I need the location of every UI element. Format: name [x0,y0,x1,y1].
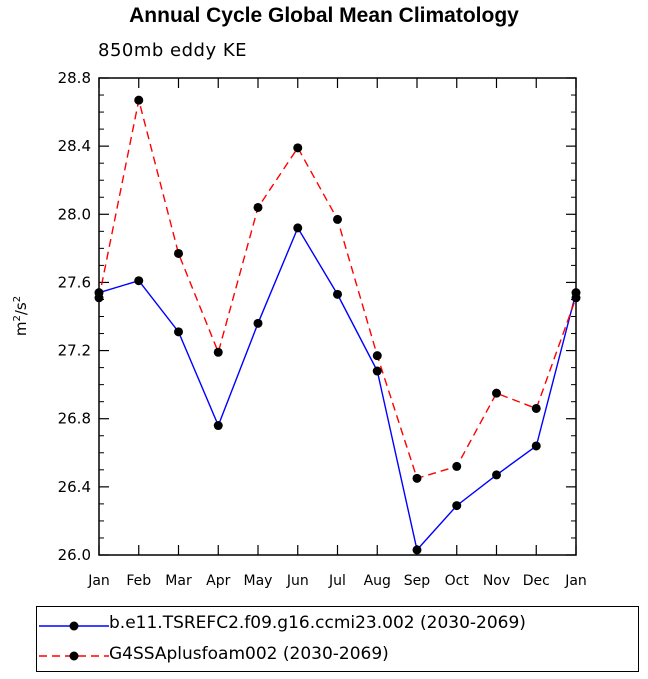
data-point-series-2 [253,202,263,212]
legend-swatch-series-1 [39,621,109,631]
y-tick-label: 26.4 [58,478,91,496]
plot-frame [98,77,577,556]
data-point-series-2 [134,95,144,105]
legend-entry: b.e11.TSREFC2.f09.g16.ccmi23.002 (2030-2… [37,609,638,639]
chart-subtitle: 850mb eddy KE [98,40,248,61]
series-line-2 [98,99,577,480]
data-point-series-1 [253,318,263,328]
x-tick-label: Oct [445,573,470,589]
x-tick-label: Jun [286,573,309,589]
x-tick-label: Apr [206,573,230,589]
data-point-series-1 [213,421,223,431]
y-tick-label: 28.0 [58,205,91,223]
data-point-series-1 [452,501,462,511]
chart-title: Annual Cycle Global Mean Climatology [129,4,519,27]
legend-entry: G4SSAplusfoam002 (2030-2069) [37,640,638,670]
x-tick-label: May [244,573,273,589]
data-point-series-1 [492,470,501,480]
x-tick-label: Jul [328,573,346,589]
line-chart: 26.0 26.4 26.8 27.2 27.6 28.0 28.4 28.8 Jan Feb Ma… [12,69,587,589]
data-point-series-2 [531,403,541,413]
y-tick-label: 27.2 [58,342,91,360]
legend: b.e11.TSREFC2.f09.g16.ccmi23.002 (2030-2… [36,606,639,672]
data-point-series-1 [372,366,382,376]
legend-label: b.e11.TSREFC2.f09.g16.ccmi23.002 (2030-2… [109,613,526,633]
x-tick-label: Dec [523,573,550,589]
legend-swatch-series-2 [39,651,109,661]
data-point-series-1 [412,545,422,555]
data-point-series-1 [333,289,342,299]
legend-label: G4SSAplusfoam002 (2030-2069) [109,644,389,664]
x-tick-label: Aug [364,573,391,589]
x-tick-label: Sep [404,573,431,589]
series-line-1 [98,226,577,552]
y-tick-label: 26.0 [58,546,91,564]
data-point-series-1 [293,223,303,233]
data-point-series-2 [492,388,501,398]
x-tick-label: Mar [165,573,192,589]
data-point-series-2 [174,248,183,258]
x-tick-label: Nov [483,573,510,589]
x-tick-label: Jan [87,573,110,589]
y-axis-label: m2/s2 [12,296,30,336]
data-point-series-1 [134,276,144,286]
data-point-series-2 [452,461,462,471]
x-tick-label: Feb [126,573,151,589]
data-point-series-2 [412,473,422,483]
data-point-series-1 [174,327,183,337]
y-tick-label: 28.4 [58,137,91,155]
data-point-series-2 [372,351,382,361]
x-tick-label: Jan [564,573,587,589]
data-point-series-2 [213,347,223,357]
y-tick-label: 27.6 [58,273,91,291]
y-tick-label: 28.8 [58,69,91,87]
data-point-series-2 [333,214,342,224]
y-tick-label: 26.8 [58,410,91,428]
data-point-series-2 [293,143,303,153]
data-point-series-1 [531,441,541,451]
